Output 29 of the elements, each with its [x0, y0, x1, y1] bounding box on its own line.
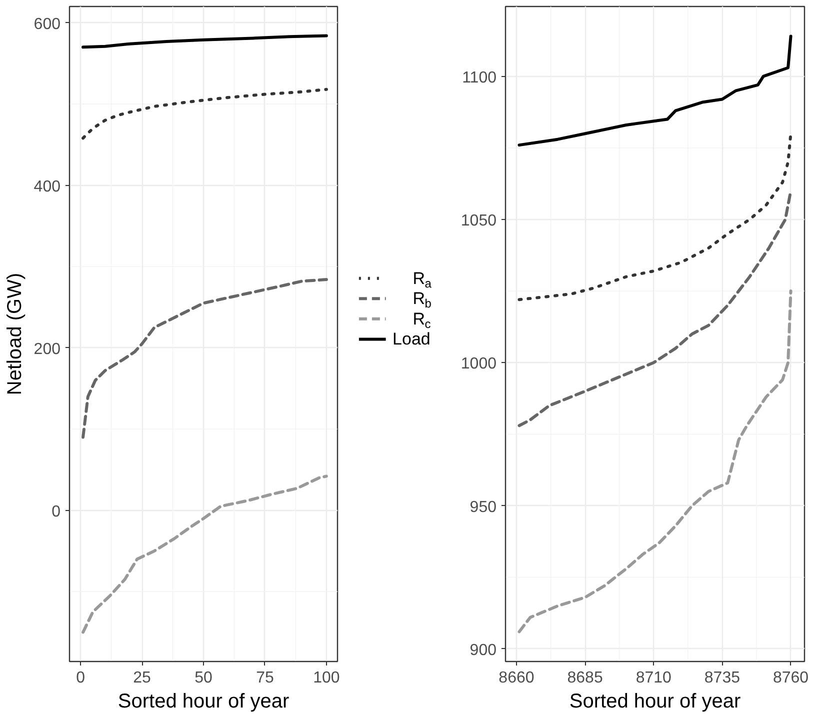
x-tick-label: 8685	[567, 670, 603, 686]
x-axis-title: Sorted hour of year	[118, 690, 290, 712]
y-tick-label: 400	[34, 178, 61, 196]
y-tick-label: 900	[470, 642, 497, 659]
x-tick-label: 8660	[498, 670, 534, 686]
x-tick-label: 8760	[772, 670, 809, 686]
line-series	[82, 474, 328, 634]
line-series	[518, 290, 792, 634]
x-tick-label: 25	[133, 670, 152, 686]
x-tick-label: 8735	[704, 670, 740, 686]
x-tick-label: 0	[76, 670, 86, 686]
line-series	[82, 34, 328, 49]
x-tick-label: 75	[256, 670, 274, 686]
x-tick-label: 100	[313, 670, 340, 686]
legend-label: Load	[392, 330, 430, 349]
y-tick-label: 0	[52, 503, 61, 520]
x-tick-label: 8710	[636, 670, 672, 686]
y-tick-label: 600	[34, 16, 61, 33]
line-series	[82, 88, 328, 140]
y-axis-title: Netload (GW)	[4, 272, 26, 396]
y-tick-label: 950	[470, 498, 497, 516]
x-tick-label: 50	[194, 670, 212, 686]
line-series	[82, 278, 328, 439]
y-tick-label: 1100	[462, 69, 497, 86]
y-tick-label: 1000	[460, 356, 497, 373]
y-tick-label: 1050	[460, 212, 497, 230]
y-tick-label: 200	[34, 340, 61, 358]
line-series	[518, 34, 792, 147]
x-axis-title: Sorted hour of year	[569, 690, 741, 712]
